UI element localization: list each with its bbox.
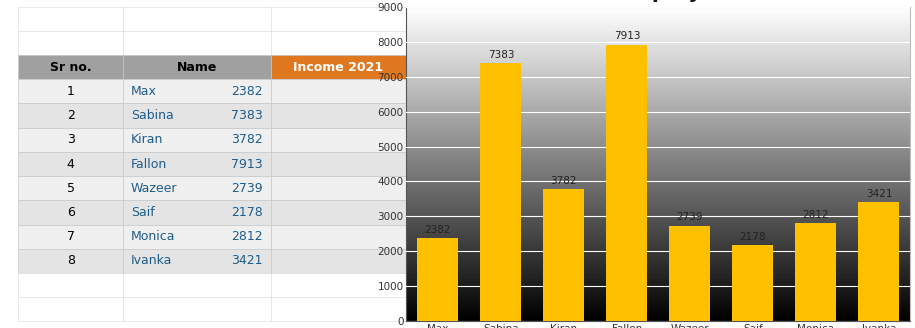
Bar: [271, 249, 406, 273]
Bar: [18, 200, 124, 225]
Text: 3421: 3421: [231, 255, 263, 267]
Text: Ivanka: Ivanka: [131, 255, 172, 267]
Text: Sabina: Sabina: [131, 109, 174, 122]
Text: 2739: 2739: [677, 213, 703, 222]
Bar: [271, 273, 406, 297]
Bar: [124, 176, 271, 200]
Text: 2178: 2178: [231, 206, 263, 219]
Text: 2382: 2382: [425, 225, 451, 235]
Bar: [271, 79, 406, 103]
Bar: [480, 63, 522, 321]
Text: 2812: 2812: [802, 210, 829, 220]
Text: 2382: 2382: [231, 85, 263, 98]
Bar: [795, 223, 836, 321]
Text: 8: 8: [67, 255, 75, 267]
Bar: [18, 7, 124, 31]
Bar: [18, 297, 124, 321]
Text: Sr no.: Sr no.: [50, 61, 92, 73]
Text: 5: 5: [67, 182, 75, 195]
Bar: [18, 273, 124, 297]
Bar: [124, 7, 271, 31]
Bar: [417, 238, 458, 321]
Bar: [858, 202, 899, 321]
Text: Name: Name: [177, 61, 217, 73]
Bar: [271, 152, 406, 176]
Bar: [271, 103, 406, 128]
Text: Kiran: Kiran: [131, 133, 163, 146]
Text: Wazeer: Wazeer: [131, 182, 178, 195]
Text: 7383: 7383: [231, 109, 263, 122]
Bar: [271, 128, 406, 152]
Bar: [18, 152, 124, 176]
Text: 7: 7: [67, 230, 75, 243]
Title: Incomes of Employees in 2021: Incomes of Employees in 2021: [479, 0, 837, 2]
Bar: [18, 79, 124, 103]
Text: Saif: Saif: [131, 206, 155, 219]
Bar: [124, 128, 271, 152]
Bar: [18, 31, 124, 55]
Text: 7913: 7913: [231, 157, 263, 171]
Bar: [124, 31, 271, 55]
Bar: [124, 249, 271, 273]
Bar: [271, 31, 406, 55]
Text: Income 2021: Income 2021: [294, 61, 383, 73]
Text: 6: 6: [67, 206, 75, 219]
Text: 3421: 3421: [866, 189, 892, 198]
Bar: [271, 200, 406, 225]
Bar: [271, 55, 406, 79]
Text: 2812: 2812: [231, 230, 263, 243]
Bar: [124, 152, 271, 176]
Bar: [124, 273, 271, 297]
Bar: [670, 226, 710, 321]
Bar: [18, 55, 124, 79]
Text: 3782: 3782: [231, 133, 263, 146]
Bar: [18, 128, 124, 152]
Bar: [18, 249, 124, 273]
Bar: [18, 103, 124, 128]
Text: 3782: 3782: [551, 176, 577, 186]
Bar: [124, 103, 271, 128]
Text: 4: 4: [67, 157, 75, 171]
Text: 2739: 2739: [231, 182, 263, 195]
Bar: [124, 297, 271, 321]
Bar: [124, 79, 271, 103]
Text: 1: 1: [67, 85, 75, 98]
Text: 2178: 2178: [739, 232, 766, 242]
Bar: [18, 176, 124, 200]
Bar: [732, 245, 773, 321]
Bar: [271, 176, 406, 200]
Bar: [544, 189, 585, 321]
Text: 2: 2: [67, 109, 75, 122]
Text: 7383: 7383: [488, 50, 514, 60]
Text: 3: 3: [67, 133, 75, 146]
Text: Monica: Monica: [131, 230, 176, 243]
Bar: [271, 225, 406, 249]
Bar: [18, 225, 124, 249]
Bar: [124, 200, 271, 225]
Bar: [271, 7, 406, 31]
Text: 7913: 7913: [614, 31, 640, 41]
Bar: [607, 45, 648, 321]
Bar: [271, 297, 406, 321]
Bar: [124, 225, 271, 249]
Text: Fallon: Fallon: [131, 157, 167, 171]
Text: Max: Max: [131, 85, 156, 98]
Bar: [124, 55, 271, 79]
